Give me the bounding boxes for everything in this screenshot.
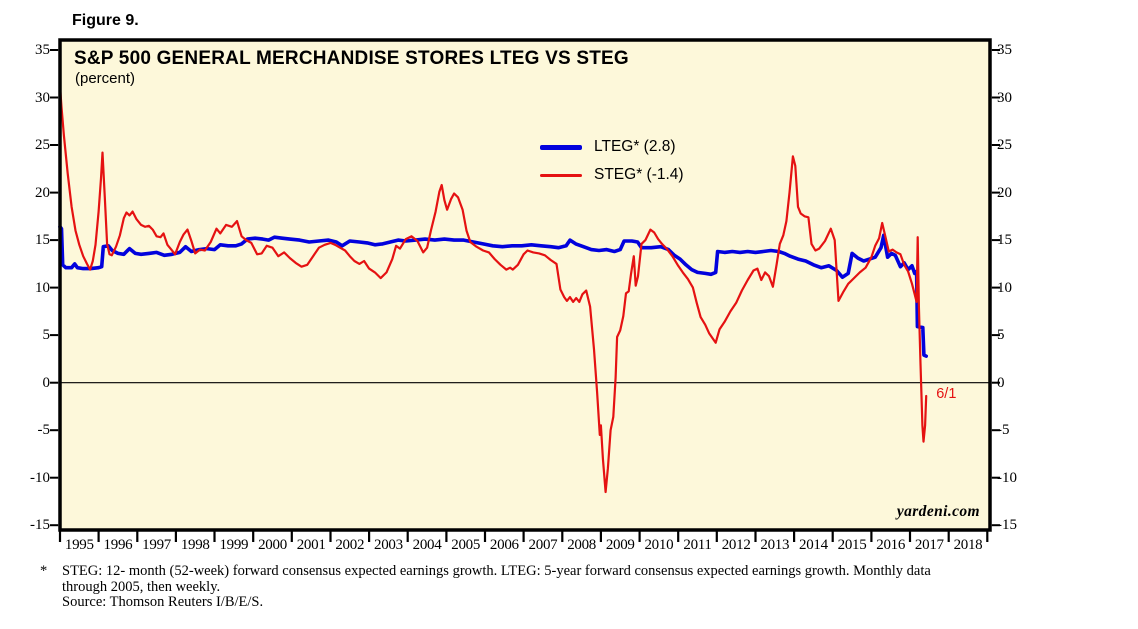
y-axis-tick-label-left: -5 xyxy=(37,422,51,439)
x-axis-tick-label: 2013 xyxy=(760,537,790,553)
y-axis-tick-label-left: -10 xyxy=(30,469,50,486)
footnote-line-2: through 2005, then weekly. xyxy=(62,578,221,595)
x-axis-tick-label: 1998 xyxy=(180,537,210,553)
x-axis-tick-label: 1996 xyxy=(103,537,133,553)
footnote-marker: * xyxy=(40,563,48,579)
footnote: * STEG: 12- month (52-week) forward cons… xyxy=(40,563,1030,611)
y-axis-tick-label-right: -10 xyxy=(997,469,1017,486)
lteg-line-swatch xyxy=(540,144,582,150)
y-axis-tick-label-right: 5 xyxy=(997,327,1005,344)
y-axis-tick-label-right: -15 xyxy=(997,517,1017,534)
plot-area xyxy=(50,38,1000,542)
x-axis-tick-label: 2001 xyxy=(296,537,326,553)
y-axis-tick-label-right: 10 xyxy=(997,279,1012,296)
y-axis-tick-label-left: 5 xyxy=(42,327,51,344)
x-axis-tick-label: 2003 xyxy=(374,537,403,553)
y-axis-tick-label-left: 15 xyxy=(35,232,50,249)
y-axis-tick-label-right: 15 xyxy=(997,232,1012,249)
footnote-line-1: STEG: 12- month (52-week) forward consen… xyxy=(62,563,931,579)
legend-label-steg: STEG* (-1.4) xyxy=(594,166,684,183)
legend-item-lteg: LTEG* (2.8) xyxy=(540,138,684,156)
y-axis-tick-label-left: 10 xyxy=(35,279,50,296)
figure-label: Figure 9. xyxy=(72,12,139,29)
x-axis-tick-label: 2009 xyxy=(605,537,635,553)
y-axis-tick-label-left: 30 xyxy=(35,89,50,106)
x-axis-tick-label: 2000 xyxy=(258,537,287,553)
y-axis-tick-label-left: 35 xyxy=(35,41,50,58)
x-axis-tick-label: 1997 xyxy=(142,537,171,553)
steg-line-swatch xyxy=(540,173,582,177)
legend: LTEG* (2.8) STEG* (-1.4) xyxy=(540,138,684,184)
legend-label-lteg: LTEG* (2.8) xyxy=(594,138,676,155)
footnote-line-3: Source: Thomson Reuters I/B/E/S. xyxy=(62,594,264,610)
y-axis-tick-label-left: 0 xyxy=(42,374,51,391)
y-axis-tick-label-right: 30 xyxy=(997,89,1012,106)
y-axis-tick-label-right: -5 xyxy=(997,422,1010,439)
x-axis-tick-label: 2005 xyxy=(451,537,481,553)
x-axis-tick-label: 1995 xyxy=(64,537,94,553)
chart-subtitle: (percent) xyxy=(75,70,136,87)
x-axis-tick-label: 2016 xyxy=(876,537,906,553)
y-axis-tick-label-left: 20 xyxy=(35,184,50,201)
x-axis-tick-label: 2007 xyxy=(528,537,558,553)
y-axis-tick-label-right: 35 xyxy=(997,41,1012,58)
y-axis-tick-label-right: 20 xyxy=(997,184,1012,201)
last-point-date-label: 6/1 xyxy=(936,385,957,402)
legend-item-steg: STEG* (-1.4) xyxy=(540,166,684,184)
x-axis-tick-label: 2006 xyxy=(489,537,519,553)
watermark-yardeni: yardeni.com xyxy=(896,503,980,520)
x-axis-tick-label: 2017 xyxy=(914,537,944,553)
y-axis-tick-label-right: 25 xyxy=(997,137,1012,154)
y-axis-tick-label-left: -15 xyxy=(30,517,50,534)
x-axis-tick-label: 2004 xyxy=(412,537,442,553)
x-axis-tick-label: 2018 xyxy=(953,537,983,553)
x-axis-tick-label: 2012 xyxy=(721,537,751,553)
x-axis-tick-label: 2008 xyxy=(567,537,596,553)
x-axis-tick-label: 2002 xyxy=(335,537,365,553)
footnote-text: STEG: 12- month (52-week) forward consen… xyxy=(62,563,1030,611)
y-axis-tick-label-right: 0 xyxy=(997,374,1005,391)
chart-title: S&P 500 GENERAL MERCHANDISE STORES LTEG … xyxy=(74,48,629,69)
x-axis-tick-label: 2014 xyxy=(799,537,828,553)
x-axis-tick-label: 2010 xyxy=(644,537,674,553)
x-axis-tick-label: 2015 xyxy=(837,537,867,553)
x-axis-tick-label: 1999 xyxy=(219,537,249,553)
y-axis-tick-label-left: 25 xyxy=(35,137,50,154)
x-axis-tick-label: 2011 xyxy=(683,537,712,553)
